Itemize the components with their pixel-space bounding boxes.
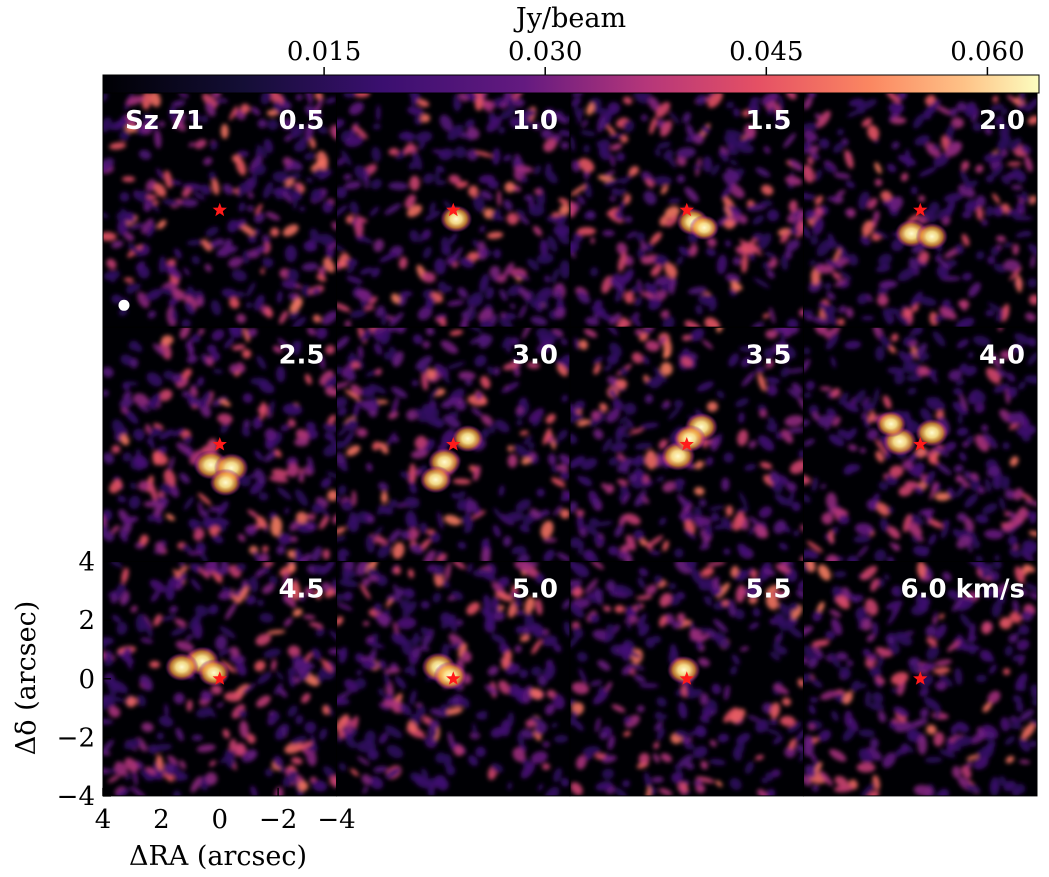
panel-border: [803, 561, 1038, 797]
emission-blob: [197, 659, 231, 687]
channel-panel: 4.5: [102, 561, 337, 797]
emission-blob: [689, 214, 720, 241]
emission-blob: [914, 418, 949, 448]
colorbar-tick-label: 0.015: [287, 37, 361, 67]
channel-panel: 4.0: [803, 326, 1038, 563]
colorbar: Jy/beam 0.015 0.030 0.045 0.060: [102, 3, 1040, 94]
emission-blob: [875, 410, 907, 438]
channel-panel: 1.5: [569, 92, 804, 328]
velocity-label: 3.0: [512, 340, 558, 370]
velocity-label: 2.5: [278, 340, 324, 370]
x-axis-title: ΔRA (arcsec): [129, 841, 307, 872]
noise-texture: [103, 327, 337, 562]
colorbar-tick-label: 0.030: [508, 37, 582, 67]
y-tick-label: −4: [57, 782, 95, 812]
channel-panel: 2.5: [102, 326, 337, 563]
colorbar-bar: [102, 74, 1040, 94]
velocity-label: 1.0: [512, 106, 558, 136]
noise-texture: [103, 93, 337, 328]
channel-panel: 3.0: [336, 326, 571, 563]
velocity-label: 6.0 km/s: [901, 575, 1025, 605]
x-tick-label: −2: [259, 805, 297, 835]
star-marker: [913, 437, 928, 451]
emission-blob: [915, 222, 949, 251]
x-tick-label: 4: [95, 805, 112, 835]
colorbar-tick-label: 0.045: [729, 37, 803, 67]
noise-texture: [103, 561, 337, 796]
colorbar-label: Jy/beam: [513, 3, 626, 34]
star-marker: [913, 671, 928, 685]
star-marker: [212, 202, 227, 217]
channel-panel: 2.0: [803, 92, 1038, 328]
star-marker: [679, 202, 694, 217]
x-tick-label: 0: [211, 805, 228, 835]
emission-blob: [673, 424, 706, 453]
noise-texture: [570, 561, 804, 796]
emission-blob: [451, 424, 485, 453]
channel-panel: 5.0: [336, 561, 571, 797]
beam-marker: [118, 299, 130, 311]
y-tick-label: 0: [78, 665, 95, 695]
star-marker: [446, 437, 461, 451]
y-axis-title: Δδ (arcsec): [11, 601, 42, 756]
y-tick-label: 4: [78, 548, 95, 578]
velocity-label: 3.5: [745, 340, 791, 370]
x-tick-label: 2: [153, 805, 170, 835]
star-marker: [212, 671, 227, 685]
star-marker: [679, 437, 694, 451]
y-tick-label: −2: [57, 723, 95, 753]
noise-texture: [570, 93, 804, 328]
velocity-label: 0.5: [278, 106, 324, 136]
noise-texture: [570, 327, 804, 562]
star-marker: [212, 437, 227, 451]
emission-blob: [419, 465, 453, 494]
noise-texture: [803, 327, 1037, 562]
emission-blob: [209, 468, 242, 497]
channel-panel: 0.5 Sz 71: [102, 92, 337, 328]
velocity-label: 5.5: [745, 575, 791, 605]
colorbar-ticks: 0.015 0.030 0.045 0.060: [287, 37, 1025, 75]
noise-texture: [803, 561, 1037, 796]
y-tick-label: 2: [78, 606, 95, 636]
star-marker: [446, 202, 461, 217]
channel-panel: 6.0 km/s: [803, 561, 1038, 797]
colorbar-tick-label: 0.060: [950, 37, 1024, 67]
channel-panel: 5.5: [569, 561, 804, 797]
channel-panel: 3.5: [569, 326, 804, 563]
noise-texture: [336, 327, 570, 562]
source-label: Sz 71: [125, 106, 204, 136]
x-tick-label: −4: [317, 805, 355, 835]
star-marker: [679, 671, 694, 685]
velocity-label: 5.0: [512, 575, 558, 605]
emission-blob: [164, 652, 199, 682]
velocity-label: 4.5: [278, 575, 324, 605]
emission-blob: [439, 205, 473, 233]
velocity-label: 1.5: [745, 106, 791, 136]
channel-panel: 1.0: [336, 92, 571, 328]
velocity-label: 4.0: [979, 340, 1025, 370]
velocity-label: 2.0: [979, 106, 1025, 136]
channel-panels: 0.5 Sz 71 1.0 1.5 2.0 2.5 3.0 3.5 4.0 4.5 5.0 5.5 6.…: [102, 92, 1038, 797]
emission-blob: [433, 661, 468, 691]
axes: Δδ (arcsec) ΔRA (arcsec) 420−2−44 2 0 −2 −4: [11, 548, 356, 872]
star-marker: [446, 671, 461, 685]
star-marker: [913, 202, 928, 217]
noise-texture: [336, 93, 570, 328]
